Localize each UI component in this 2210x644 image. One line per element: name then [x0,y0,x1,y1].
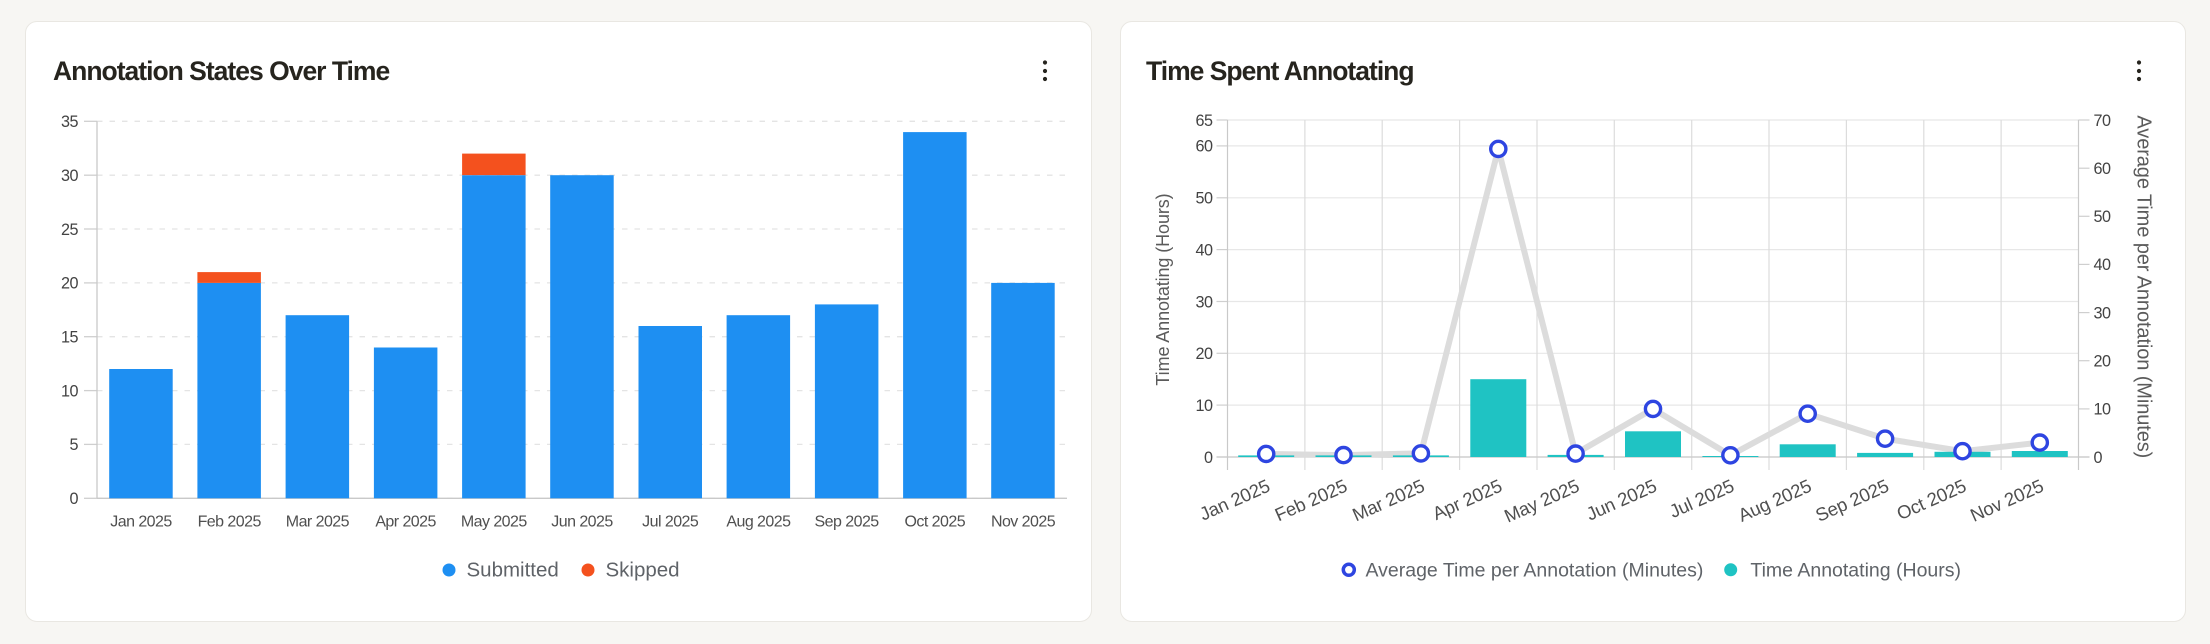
svg-text:Jun 2025: Jun 2025 [551,514,613,531]
svg-text:15: 15 [61,329,79,347]
svg-text:Apr 2025: Apr 2025 [375,514,436,531]
svg-text:Sep 2025: Sep 2025 [1812,475,1891,526]
svg-text:Aug 2025: Aug 2025 [1735,475,1814,526]
svg-text:20: 20 [2094,353,2112,371]
svg-text:Jan 2025: Jan 2025 [1196,475,1273,524]
svg-text:Mar 2025: Mar 2025 [1349,475,1427,525]
svg-text:20: 20 [1195,345,1213,363]
svg-text:Time Annotating (Hours): Time Annotating (Hours) [1750,559,1961,581]
svg-text:60: 60 [2094,160,2112,178]
svg-text:65: 65 [1195,112,1213,130]
svg-text:70: 70 [2094,112,2112,130]
svg-text:Feb 2025: Feb 2025 [198,514,262,531]
svg-text:Average Time per Annotation (M: Average Time per Annotation (Minutes) [1366,559,1704,581]
svg-text:Sep 2025: Sep 2025 [815,514,880,531]
svg-text:Jun 2025: Jun 2025 [1583,475,1660,524]
svg-text:Nov 2025: Nov 2025 [1967,475,2046,526]
svg-text:Average Time per Annotation (M: Average Time per Annotation (Minutes) [2133,115,2155,458]
svg-text:Jul 2025: Jul 2025 [642,514,699,531]
svg-text:May 2025: May 2025 [1501,475,1582,527]
svg-text:50: 50 [1195,190,1213,208]
svg-text:May 2025: May 2025 [461,514,528,531]
svg-text:0: 0 [2094,449,2103,467]
svg-text:30: 30 [1195,293,1213,311]
svg-text:25: 25 [61,221,79,239]
svg-text:20: 20 [61,275,79,293]
svg-text:10: 10 [1195,397,1213,415]
svg-text:Time Annotating (Hours): Time Annotating (Hours) [1153,193,1173,385]
svg-text:Oct 2025: Oct 2025 [1893,475,1969,524]
svg-text:0: 0 [69,490,78,508]
svg-text:Submitted: Submitted [467,558,559,581]
svg-text:Jan 2025: Jan 2025 [110,514,172,531]
svg-text:Apr 2025: Apr 2025 [1429,475,1505,524]
svg-text:50: 50 [2094,208,2112,226]
svg-text:30: 30 [61,167,79,185]
svg-text:10: 10 [61,382,79,400]
svg-text:Jul 2025: Jul 2025 [1666,475,1737,522]
svg-text:40: 40 [2094,256,2112,274]
svg-text:Mar 2025: Mar 2025 [286,514,350,531]
svg-text:Oct 2025: Oct 2025 [905,514,966,531]
svg-text:Feb 2025: Feb 2025 [1272,475,1350,525]
svg-text:Aug 2025: Aug 2025 [726,514,791,531]
svg-text:Nov 2025: Nov 2025 [991,514,1056,531]
svg-text:10: 10 [2094,401,2112,419]
svg-text:30: 30 [2094,304,2112,322]
svg-text:35: 35 [61,113,79,131]
svg-text:40: 40 [1195,241,1213,259]
svg-text:5: 5 [69,436,78,454]
svg-text:Skipped: Skipped [606,558,680,581]
svg-text:0: 0 [1204,449,1213,467]
svg-text:60: 60 [1195,138,1213,156]
